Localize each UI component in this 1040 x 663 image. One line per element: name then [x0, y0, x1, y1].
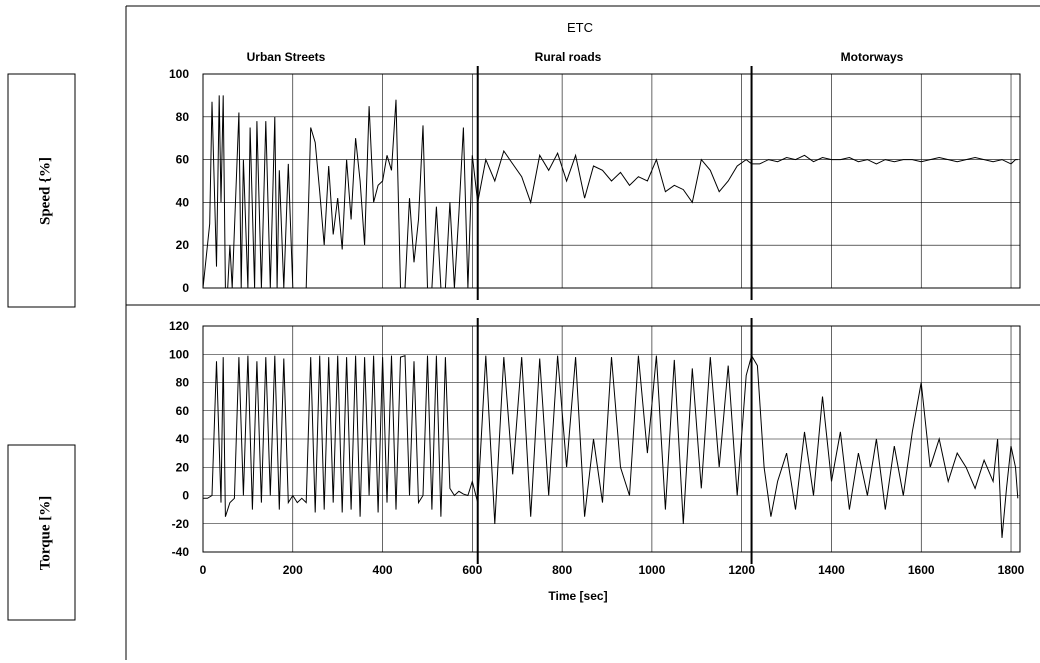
- x-tick-label: 600: [462, 563, 482, 577]
- x-tick-label: 1400: [818, 563, 845, 577]
- x-tick-label: 1000: [639, 563, 666, 577]
- section-label-rural: Rural roads: [535, 50, 602, 64]
- x-tick-label: 1600: [908, 563, 935, 577]
- x-tick-label: 800: [552, 563, 572, 577]
- speed-y-tick-label: 60: [176, 153, 190, 167]
- chart-title: ETC: [567, 20, 593, 35]
- torque-y-tick-label: 80: [176, 376, 190, 390]
- torque-y-tick-label: -40: [172, 545, 190, 559]
- speed-panel: 0 20 40 60 80 100: [169, 66, 1021, 300]
- speed-y-tick-label: 40: [176, 195, 190, 209]
- torque-y-tick-label: 20: [176, 460, 190, 474]
- x-tick-label: 0: [200, 563, 207, 577]
- speed-y-tick-label: 20: [176, 238, 190, 252]
- speed-y-tick-label: 100: [169, 67, 189, 81]
- speed-y-tick-label: 80: [176, 110, 190, 124]
- speed-plot-area: [202, 73, 1021, 289]
- torque-series-line: [203, 354, 1019, 538]
- section-label-motorways: Motorways: [841, 50, 904, 64]
- speed-y-tick-label: 0: [182, 281, 189, 295]
- torque-y-tick-label: 120: [169, 319, 189, 333]
- x-tick-label: 1800: [998, 563, 1025, 577]
- torque-y-tick-label: -20: [172, 517, 190, 531]
- x-tick-label: 1200: [728, 563, 755, 577]
- section-label-urban: Urban Streets: [247, 50, 326, 64]
- torque-axis-label: Torque [%]: [37, 496, 53, 571]
- x-axis: 0 200 400 600 800 1000 1200 1400 1600 1800: [200, 563, 1025, 577]
- torque-plot-area: [202, 325, 1021, 553]
- torque-label-box: [7, 444, 76, 621]
- x-tick-label: 400: [373, 563, 393, 577]
- torque-y-tick-label: 100: [169, 347, 189, 361]
- speed-axis-label: Speed {%]: [37, 157, 53, 225]
- torque-y-tick-label: 60: [176, 404, 190, 418]
- torque-y-tick-label: 40: [176, 432, 190, 446]
- speed-series-line: [202, 95, 1018, 289]
- x-tick-label: 200: [283, 563, 303, 577]
- x-axis-label: Time [sec]: [548, 589, 607, 603]
- speed-label-box: [7, 73, 76, 308]
- torque-panel: -40 -20 0 20 40 60 80 100 120: [169, 318, 1021, 564]
- torque-y-tick-label: 0: [182, 489, 189, 503]
